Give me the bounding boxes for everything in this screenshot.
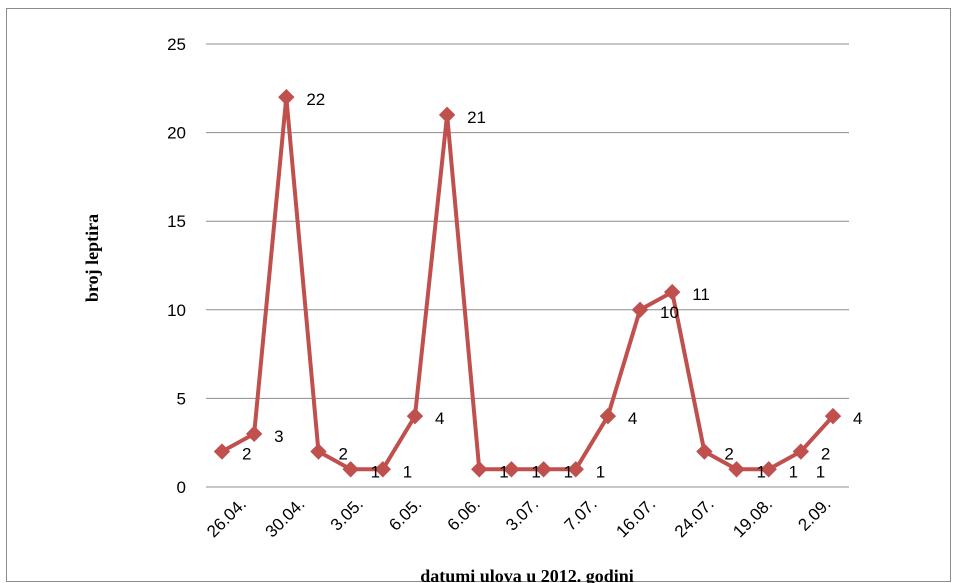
y-tick-label: 0 [177,478,186,497]
x-tick-label: 7.07. [561,494,601,534]
data-label: 2 [724,445,733,464]
x-axis-title: datumi ulova u 2012. godini [420,566,634,583]
x-tick-label: 24.07. [671,494,718,541]
data-point-marker [503,461,520,478]
data-label: 1 [403,462,412,481]
data-point-marker [567,461,584,478]
y-tick-label: 5 [177,389,186,408]
data-point-marker [728,461,745,478]
data-label: 4 [435,409,444,428]
data-point-marker [760,461,777,478]
data-label: 10 [660,303,679,322]
data-label: 2 [338,445,347,464]
x-tick-label: 16.07. [612,494,659,541]
data-point-marker [245,425,263,443]
y-axis-title: broj leptira [82,214,102,302]
data-label: 2 [242,445,251,464]
data-point-marker [696,443,713,460]
data-label: 1 [816,462,825,481]
data-point-marker [792,443,810,460]
data-point-marker [278,88,295,106]
x-tick-label: 2.09. [794,494,834,534]
data-label: 22 [306,90,325,109]
y-tick-label: 10 [167,301,186,320]
data-label: 1 [531,462,540,481]
x-tick-label: 3.05. [327,494,367,534]
gridlines [206,43,849,399]
data-series [213,88,842,478]
data-label: 1 [564,462,573,481]
data-label: 11 [692,285,710,304]
x-tick-label: 3.07. [502,494,542,534]
data-point-marker [599,407,617,425]
data-label: 1 [757,462,766,481]
data-label: 4 [628,409,637,428]
data-label: 1 [596,462,605,481]
data-label: 1 [499,462,508,481]
data-label: 2 [821,445,830,464]
data-point-marker [471,461,488,478]
data-point-marker [631,301,649,319]
data-label: 1 [789,462,798,481]
series-line [221,95,835,472]
x-tick-label: 19.08. [729,494,776,541]
data-point-marker [438,106,456,124]
y-tick-label: 25 [167,35,186,54]
data-label: 1 [371,462,380,481]
x-tick-label: 6.05. [385,494,425,534]
y-tick-label: 15 [167,212,186,231]
data-point-marker [342,461,359,478]
data-point-marker [824,407,842,425]
data-label: 3 [274,427,283,446]
data-label: 21 [467,108,486,127]
data-point-marker [664,283,681,301]
x-tick-label: 30.04. [262,494,309,541]
data-point-marker [374,461,391,478]
data-point-marker [406,407,424,425]
data-point-marker [213,443,231,460]
x-axis-ticks: 26.04. 30.04. 3.05. 6.05. 6.06. 3.07. 7.07. 16.… [203,494,834,541]
data-point-marker [310,443,327,460]
chart-frame [6,8,951,582]
y-axis-ticks: 0 5 10 15 20 25 [167,35,186,497]
data-label: 4 [853,409,862,428]
x-tick-label: 26.04. [203,494,250,541]
y-tick-label: 20 [167,124,186,143]
data-point-marker [535,461,552,478]
x-tick-label: 6.06. [444,494,484,534]
